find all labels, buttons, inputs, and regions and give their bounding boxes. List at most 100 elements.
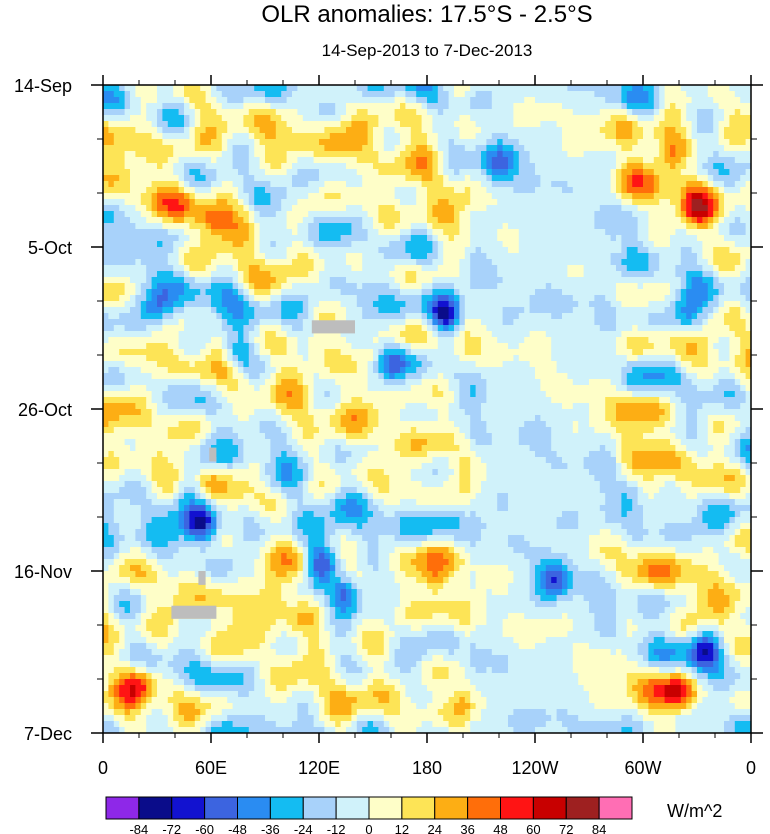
olr-cell — [524, 289, 531, 296]
olr-cell — [616, 313, 622, 320]
olr-cell — [394, 283, 401, 290]
olr-cell — [103, 163, 109, 170]
olr-cell — [626, 205, 633, 212]
olr-cell — [464, 223, 471, 230]
olr-cell — [551, 259, 558, 266]
olr-cell — [486, 127, 493, 134]
olr-cell — [475, 199, 482, 206]
olr-cell — [599, 295, 606, 302]
olr-cell — [421, 205, 428, 212]
olr-cell — [308, 211, 315, 218]
olr-cell — [680, 127, 687, 134]
olr-cell — [680, 217, 687, 224]
olr-cell — [740, 211, 747, 218]
olr-cell — [286, 301, 293, 308]
olr-cell — [421, 181, 428, 188]
olr-cell — [427, 265, 433, 272]
olr-cell — [103, 205, 109, 212]
olr-cell — [103, 97, 109, 104]
olr-cell — [535, 97, 541, 104]
olr-cell — [378, 307, 385, 314]
olr-cell — [540, 265, 547, 272]
olr-cell — [551, 265, 558, 272]
olr-cell — [367, 151, 374, 158]
olr-cell — [400, 187, 406, 194]
olr-cell — [583, 259, 590, 266]
olr-cell — [184, 133, 190, 140]
olr-cell — [594, 271, 601, 278]
olr-cell — [227, 325, 234, 332]
olr-cell — [238, 319, 244, 326]
olr-cell — [421, 247, 428, 254]
olr-cell — [162, 211, 169, 218]
olr-cell — [216, 205, 223, 212]
olr-cell — [119, 175, 126, 182]
olr-cell — [729, 247, 736, 254]
olr-cell — [211, 205, 217, 212]
olr-cell — [508, 139, 514, 146]
olr-cell — [529, 91, 536, 98]
olr-cell — [626, 103, 633, 110]
olr-cell — [211, 271, 217, 278]
olr-cell — [583, 121, 590, 128]
olr-cell — [410, 283, 417, 290]
olr-cell — [313, 211, 320, 218]
olr-cell — [167, 217, 174, 224]
olr-cell — [572, 211, 579, 218]
olr-cell — [362, 277, 369, 284]
olr-cell — [259, 139, 266, 146]
olr-cell — [400, 91, 406, 98]
olr-cell — [443, 145, 450, 152]
olr-cell — [378, 127, 385, 134]
olr-cell — [659, 127, 666, 134]
olr-cell — [389, 265, 396, 272]
olr-cell — [319, 169, 325, 176]
olr-cell — [481, 175, 487, 182]
olr-cell — [729, 295, 736, 302]
olr-cell — [464, 307, 471, 314]
olr-cell — [551, 283, 558, 290]
olr-cell — [713, 325, 720, 332]
olr-cell — [178, 187, 185, 194]
olr-cell — [227, 157, 234, 164]
olr-cell — [324, 217, 331, 224]
olr-cell — [216, 253, 223, 260]
olr-cell — [545, 295, 552, 302]
olr-cell — [373, 157, 379, 164]
olr-cell — [707, 307, 714, 314]
olr-cell — [173, 169, 180, 176]
olr-cell — [373, 295, 379, 302]
olr-cell — [427, 235, 433, 242]
olr-cell — [734, 223, 741, 230]
olr-cell — [383, 271, 390, 278]
olr-cell — [502, 187, 509, 194]
olr-cell — [551, 97, 558, 104]
olr-cell — [637, 163, 644, 170]
olr-cell — [545, 235, 552, 242]
olr-cell — [367, 247, 374, 254]
olr-cell — [308, 169, 315, 176]
olr-cell — [351, 247, 358, 254]
olr-cell — [605, 211, 612, 218]
olr-cell — [194, 205, 201, 212]
olr-cell — [173, 199, 180, 206]
olr-cell — [648, 187, 655, 194]
olr-cell — [211, 223, 217, 230]
olr-cell — [346, 265, 352, 272]
olr-cell — [734, 145, 741, 152]
olr-cell — [394, 127, 401, 134]
olr-cell — [189, 277, 196, 284]
olr-cell — [189, 121, 196, 128]
olr-cell — [594, 85, 601, 92]
olr-cell — [697, 229, 703, 236]
olr-cell — [491, 169, 498, 176]
olr-cell — [670, 121, 676, 128]
olr-cell — [373, 163, 379, 170]
olr-cell — [740, 115, 747, 122]
olr-cell — [130, 157, 136, 164]
olr-cell — [443, 163, 450, 170]
olr-cell — [286, 271, 293, 278]
olr-cell — [481, 151, 487, 158]
olr-cell — [146, 271, 153, 278]
olr-cell — [167, 139, 174, 146]
